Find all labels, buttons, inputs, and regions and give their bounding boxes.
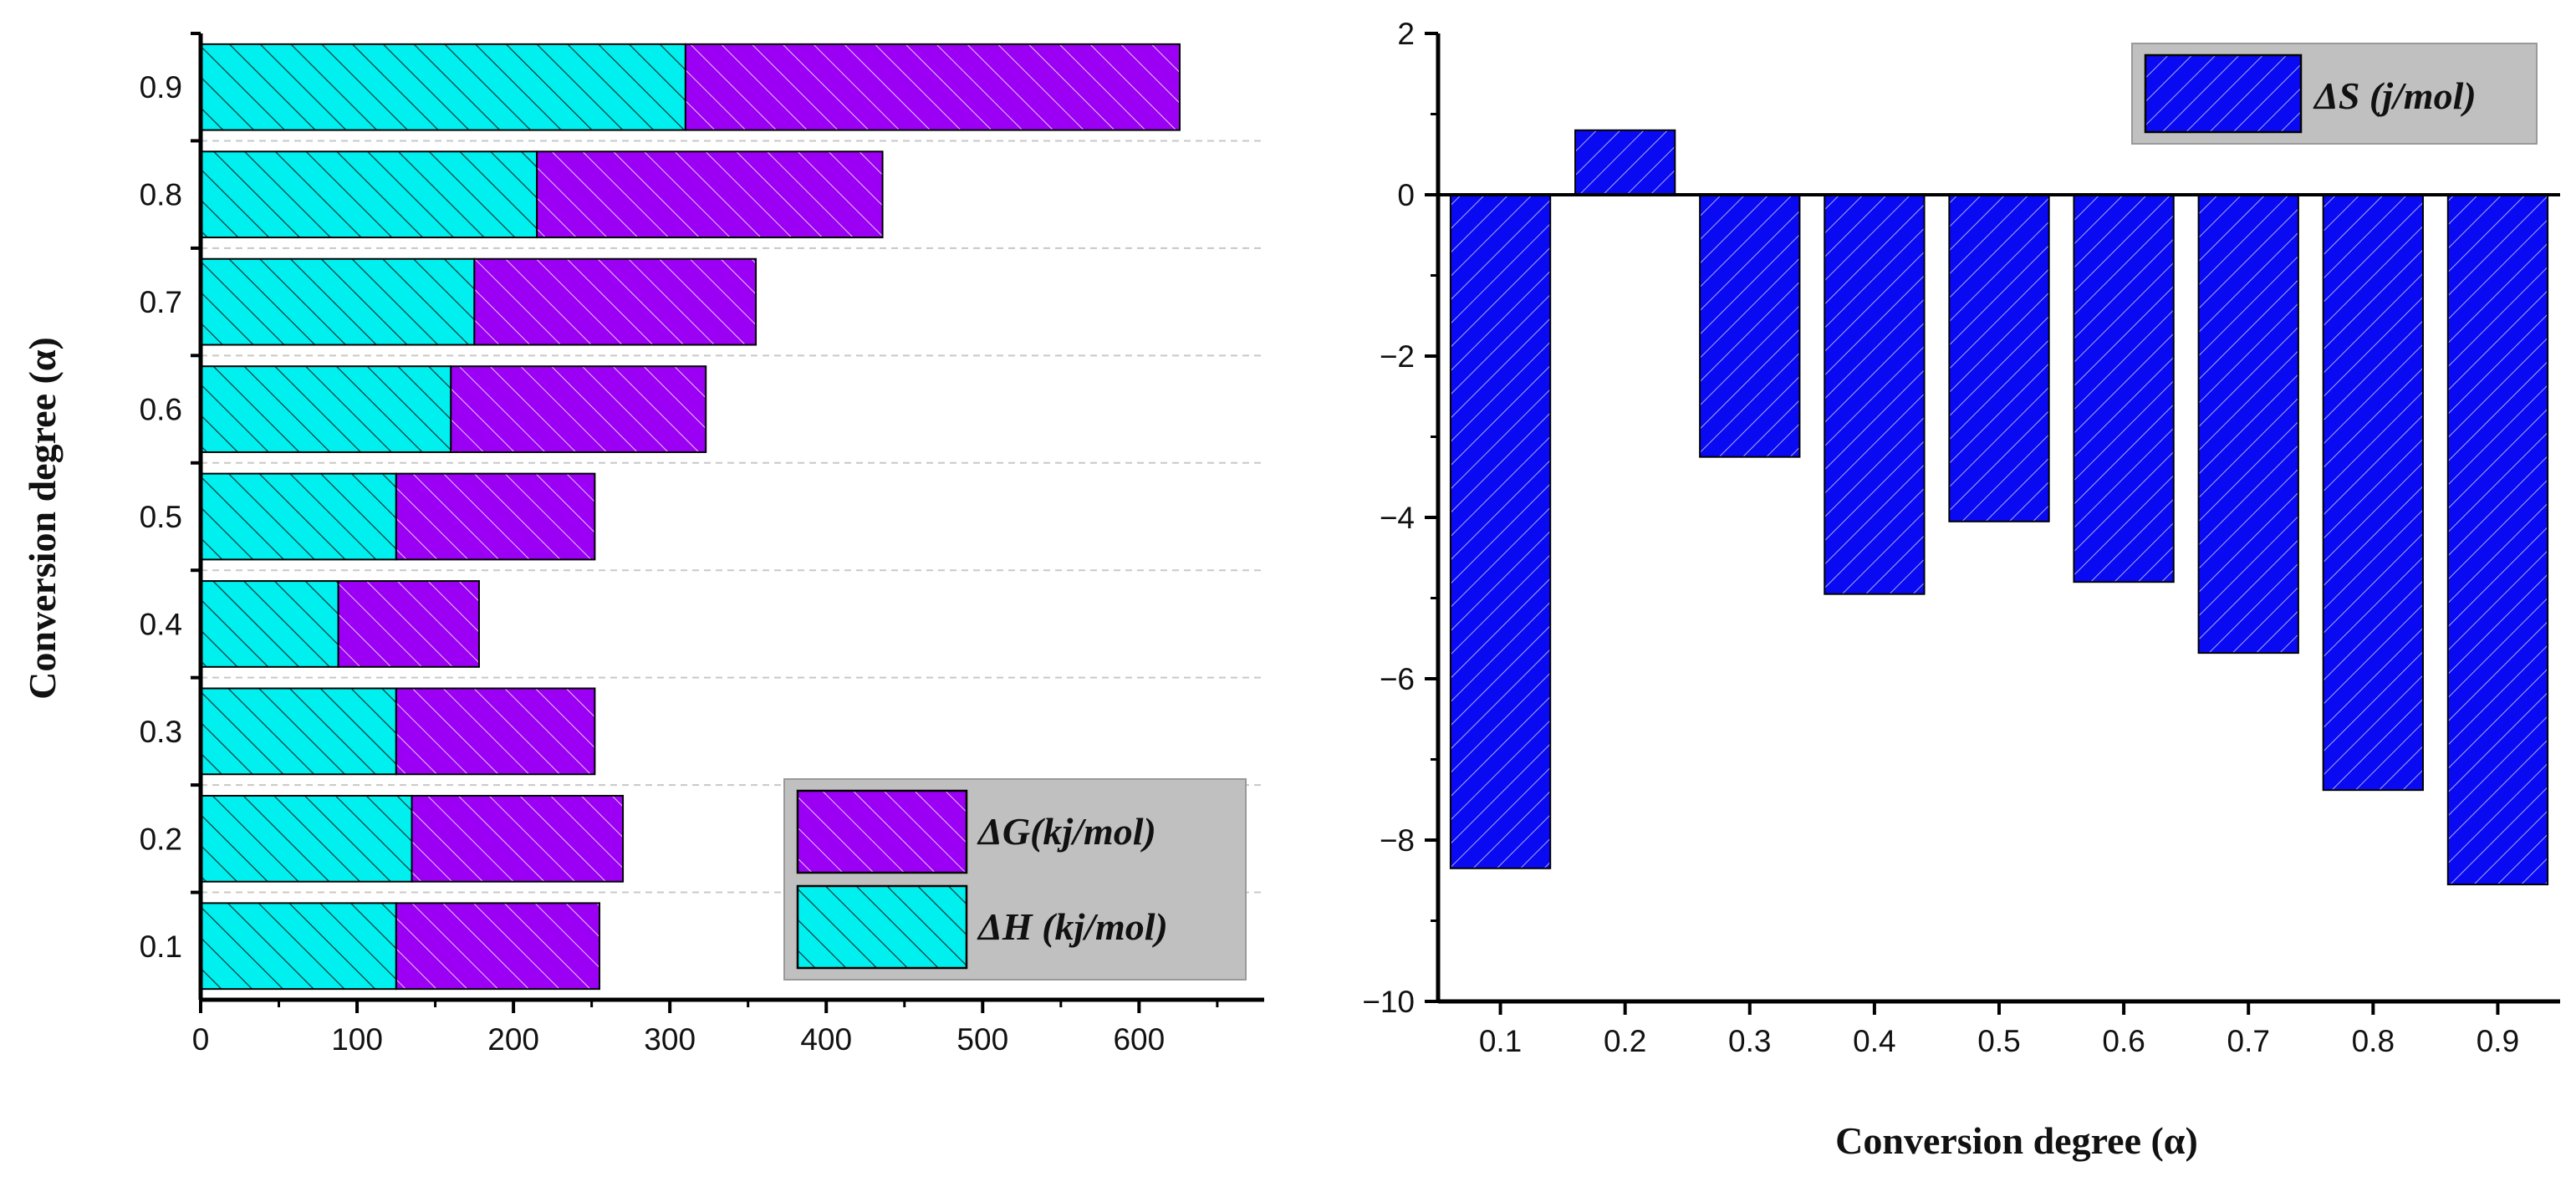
right-y-tick-label: 0 — [1397, 178, 1415, 212]
bar-ds-0.2 — [1574, 129, 1676, 196]
left-y-tick-label: 0.3 — [140, 715, 182, 749]
left-y-tick-label: 0.6 — [140, 393, 182, 427]
bar-ds-0.3 — [1699, 194, 1801, 458]
left-x-tick-label: 100 — [331, 1022, 383, 1057]
bar-dg-0.1 — [395, 902, 600, 991]
right-x-tick-label: 0.5 — [1977, 1024, 2020, 1058]
right-x-tick-label: 0.7 — [2227, 1024, 2270, 1058]
right-y-tick-labels: 2 0 −2 −4 −6 −8 −10 — [1362, 17, 1415, 1019]
left-y-tick-label: 0.8 — [140, 178, 182, 212]
left-x-tick-labels: 0 100 200 300 400 500 600 — [192, 1022, 1166, 1057]
bar-dg-0.8 — [536, 150, 884, 239]
left-y-tick-label: 0.2 — [140, 822, 182, 856]
bar-ds-0.6 — [2073, 194, 2175, 583]
right-x-tick-label: 0.8 — [2352, 1024, 2395, 1058]
right-y-tick-label: −8 — [1380, 823, 1415, 858]
left-y-tick-label: 0.7 — [140, 285, 182, 319]
bar-dh-0.5 — [200, 472, 397, 561]
right-x-axis-title: Conversion degree (α) — [1835, 1119, 2198, 1162]
left-x-tick-label: 300 — [644, 1022, 696, 1057]
bar-dh-0.3 — [200, 687, 397, 776]
right-y-tick-label: −6 — [1380, 662, 1415, 696]
bar-dg-0.5 — [395, 472, 596, 561]
legend-label-ds: ΔS (j/mol) — [2313, 74, 2477, 117]
left-y-axis-title: Conversion degree (α) — [21, 337, 64, 700]
left-y-tick-label: 0.9 — [140, 70, 182, 104]
left-x-tick-label: 500 — [956, 1022, 1008, 1057]
left-x-tick-label: 200 — [487, 1022, 539, 1057]
bar-ds-0.7 — [2197, 194, 2299, 655]
left-y-tick-labels: 0.1 0.2 0.3 0.4 0.5 0.6 0.7 0.8 0.9 — [140, 70, 182, 964]
bar-dh-0.6 — [200, 365, 452, 453]
bar-dg-0.4 — [337, 580, 480, 668]
bar-ds-0.9 — [2446, 194, 2549, 886]
bar-ds-0.5 — [1948, 194, 2050, 522]
right-y-tick-label: −4 — [1380, 501, 1415, 535]
right-y-tick-label: −10 — [1362, 985, 1415, 1019]
right-x-tick-label: 0.4 — [1853, 1024, 1895, 1058]
bar-dg-0.9 — [684, 43, 1181, 131]
bar-dg-0.6 — [450, 365, 707, 453]
bar-dh-0.1 — [200, 902, 397, 991]
right-x-tick-label: 0.3 — [1728, 1024, 1771, 1058]
left-chart-enthalpy-gibbs: 0 100 200 300 400 500 600 0.10.20.30.40.50.60.… — [21, 32, 1264, 1057]
right-y-tick-label: 2 — [1397, 17, 1415, 51]
right-chart-entropy: 0.1 0.2 0.3 0.4 0.5 0.6 0.7 0.8 0.9 2 0 −2 −4 −6 −8 −1… — [1362, 17, 2560, 1162]
right-axes — [1425, 32, 2560, 1015]
left-axes — [191, 32, 1264, 1013]
right-x-tick-label: 0.2 — [1604, 1024, 1646, 1058]
legend-label-dh: ΔH (kj/mol) — [977, 905, 1168, 948]
left-y-tick-label: 0.5 — [140, 500, 182, 534]
left-y-tick-label: 0.1 — [140, 930, 182, 964]
left-legend: ΔG(kj/mol) ΔH (kj/mol) — [783, 778, 1247, 981]
left-gridlines — [201, 140, 1264, 894]
bar-dg-0.2 — [411, 794, 625, 883]
left-x-tick-label: 600 — [1113, 1022, 1165, 1057]
bar-ds-0.8 — [2322, 194, 2424, 792]
right-legend: ΔS (j/mol) — [2131, 43, 2538, 145]
legend-swatch-ds — [2144, 53, 2303, 134]
legend-swatch-dh — [796, 884, 968, 970]
right-x-tick-label: 0.1 — [1479, 1024, 1522, 1058]
right-y-tick-label: −2 — [1380, 339, 1415, 374]
bar-dh-0.4 — [200, 580, 339, 668]
right-x-tick-label: 0.9 — [2477, 1024, 2519, 1058]
right-x-tick-labels: 0.1 0.2 0.3 0.4 0.5 0.6 0.7 0.8 0.9 — [1479, 1024, 2519, 1058]
bar-ds-0.4 — [1824, 194, 1926, 595]
bar-dh-0.7 — [200, 257, 476, 346]
bar-dg-0.7 — [473, 257, 757, 346]
left-bars — [200, 43, 1181, 991]
left-y-tick-label: 0.4 — [140, 607, 182, 641]
bar-ds-0.1 — [1449, 194, 1552, 869]
right-x-tick-label: 0.6 — [2102, 1024, 2145, 1058]
bar-dh-0.2 — [200, 794, 413, 883]
legend-label-dg: ΔG(kj/mol) — [977, 810, 1156, 853]
left-x-tick-label: 400 — [800, 1022, 852, 1057]
bar-dh-0.9 — [200, 43, 686, 131]
right-bars — [1449, 129, 2549, 886]
left-x-tick-label: 0 — [192, 1022, 210, 1057]
bar-dg-0.3 — [395, 687, 596, 776]
legend-swatch-dg — [796, 789, 968, 874]
bar-dh-0.8 — [200, 150, 538, 239]
